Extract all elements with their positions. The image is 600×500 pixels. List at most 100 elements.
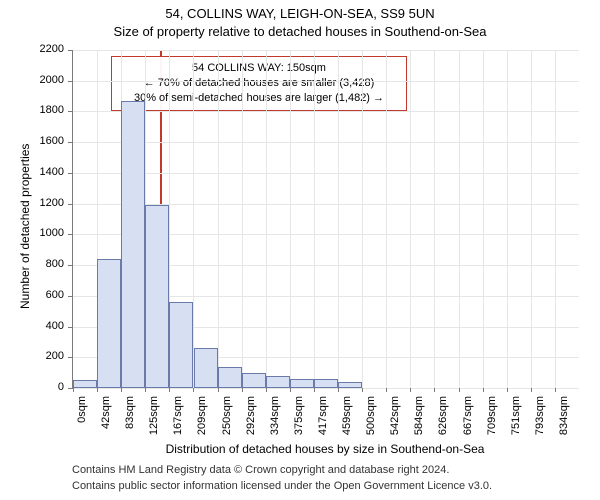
xtick-label: 417sqm (317, 396, 329, 440)
xtick-label: 375sqm (293, 396, 305, 440)
ytick-mark (68, 173, 72, 174)
gridline-h (73, 173, 579, 174)
xtick-label: 709sqm (486, 396, 498, 440)
xtick-label: 250sqm (221, 396, 233, 440)
xtick-label: 542sqm (389, 396, 401, 440)
xtick-mark (507, 388, 508, 392)
gridline-v (483, 50, 484, 388)
ytick-label: 200 (30, 350, 64, 362)
xtick-label: 83sqm (124, 396, 136, 440)
ytick-label: 600 (30, 289, 64, 301)
xtick-mark (434, 388, 435, 392)
chart-title: 54, COLLINS WAY, LEIGH-ON-SEA, SS9 5UN (0, 6, 600, 21)
ytick-label: 800 (30, 258, 64, 270)
ytick-mark (68, 357, 72, 358)
xtick-label: 167sqm (172, 396, 184, 440)
gridline-v (193, 50, 194, 388)
gridline-v (434, 50, 435, 388)
xtick-mark (121, 388, 122, 392)
xtick-label: 125sqm (148, 396, 160, 440)
gridline-v (218, 50, 219, 388)
ytick-mark (68, 142, 72, 143)
ytick-mark (68, 234, 72, 235)
gridline-v (555, 50, 556, 388)
annotation-line1: 54 COLLINS WAY: 150sqm (118, 61, 400, 76)
ytick-mark (68, 296, 72, 297)
xtick-mark (314, 388, 315, 392)
ytick-label: 0 (30, 381, 64, 393)
histogram-bar (242, 373, 266, 388)
histogram-bar (290, 379, 314, 388)
xtick-label: 584sqm (413, 396, 425, 440)
histogram-bar (314, 379, 338, 388)
xtick-mark (218, 388, 219, 392)
xtick-label: 626sqm (437, 396, 449, 440)
ytick-mark (68, 327, 72, 328)
plot-area: 54 COLLINS WAY: 150sqm ← 70% of detached… (72, 50, 579, 389)
histogram-bar (194, 348, 218, 388)
gridline-h (73, 50, 579, 51)
gridline-h (73, 142, 579, 143)
annotation-line2: ← 70% of detached houses are smaller (3,… (118, 76, 400, 91)
xtick-label: 209sqm (196, 396, 208, 440)
ytick-mark (68, 50, 72, 51)
gridline-v (314, 50, 315, 388)
histogram-bar (338, 382, 362, 388)
chart-subtitle: Size of property relative to detached ho… (0, 24, 600, 39)
gridline-v (410, 50, 411, 388)
xtick-mark (169, 388, 170, 392)
gridline-v (338, 50, 339, 388)
ytick-label: 1600 (30, 135, 64, 147)
gridline-h (73, 111, 579, 112)
gridline-v (266, 50, 267, 388)
xtick-label: 793sqm (534, 396, 546, 440)
histogram-bar (73, 380, 97, 388)
xtick-mark (531, 388, 532, 392)
ytick-label: 1000 (30, 227, 64, 239)
xtick-mark (242, 388, 243, 392)
xtick-mark (338, 388, 339, 392)
ytick-label: 2200 (30, 43, 64, 55)
gridline-v (290, 50, 291, 388)
ytick-mark (68, 204, 72, 205)
xtick-mark (362, 388, 363, 392)
xtick-mark (459, 388, 460, 392)
xtick-mark (73, 388, 74, 392)
gridline-v (507, 50, 508, 388)
xtick-mark (145, 388, 146, 392)
ytick-mark (68, 388, 72, 389)
x-axis-label: Distribution of detached houses by size … (72, 442, 578, 456)
footer-line2: Contains public sector information licen… (72, 480, 492, 492)
xtick-label: 667sqm (462, 396, 474, 440)
ytick-mark (68, 265, 72, 266)
footer-line1: Contains HM Land Registry data © Crown c… (72, 464, 449, 476)
xtick-mark (555, 388, 556, 392)
histogram-bar (121, 101, 145, 388)
ytick-mark (68, 81, 72, 82)
xtick-mark (410, 388, 411, 392)
gridline-h (73, 388, 579, 389)
xtick-mark (290, 388, 291, 392)
xtick-label: 292sqm (245, 396, 257, 440)
histogram-bar (169, 302, 193, 388)
gridline-v (362, 50, 363, 388)
chart-root: { "chart": { "type": "histogram", "title… (0, 0, 600, 500)
histogram-bar (218, 367, 242, 389)
xtick-label: 751sqm (510, 396, 522, 440)
xtick-label: 834sqm (558, 396, 570, 440)
xtick-mark (266, 388, 267, 392)
xtick-label: 42sqm (100, 396, 112, 440)
xtick-label: 0sqm (76, 396, 88, 440)
xtick-mark (193, 388, 194, 392)
ytick-label: 1800 (30, 104, 64, 116)
ytick-label: 2000 (30, 74, 64, 86)
gridline-v (531, 50, 532, 388)
ytick-label: 1400 (30, 166, 64, 178)
xtick-label: 459sqm (341, 396, 353, 440)
xtick-mark (97, 388, 98, 392)
histogram-bar (145, 205, 169, 388)
gridline-v (242, 50, 243, 388)
ytick-label: 400 (30, 320, 64, 332)
xtick-mark (483, 388, 484, 392)
histogram-bar (266, 376, 290, 388)
